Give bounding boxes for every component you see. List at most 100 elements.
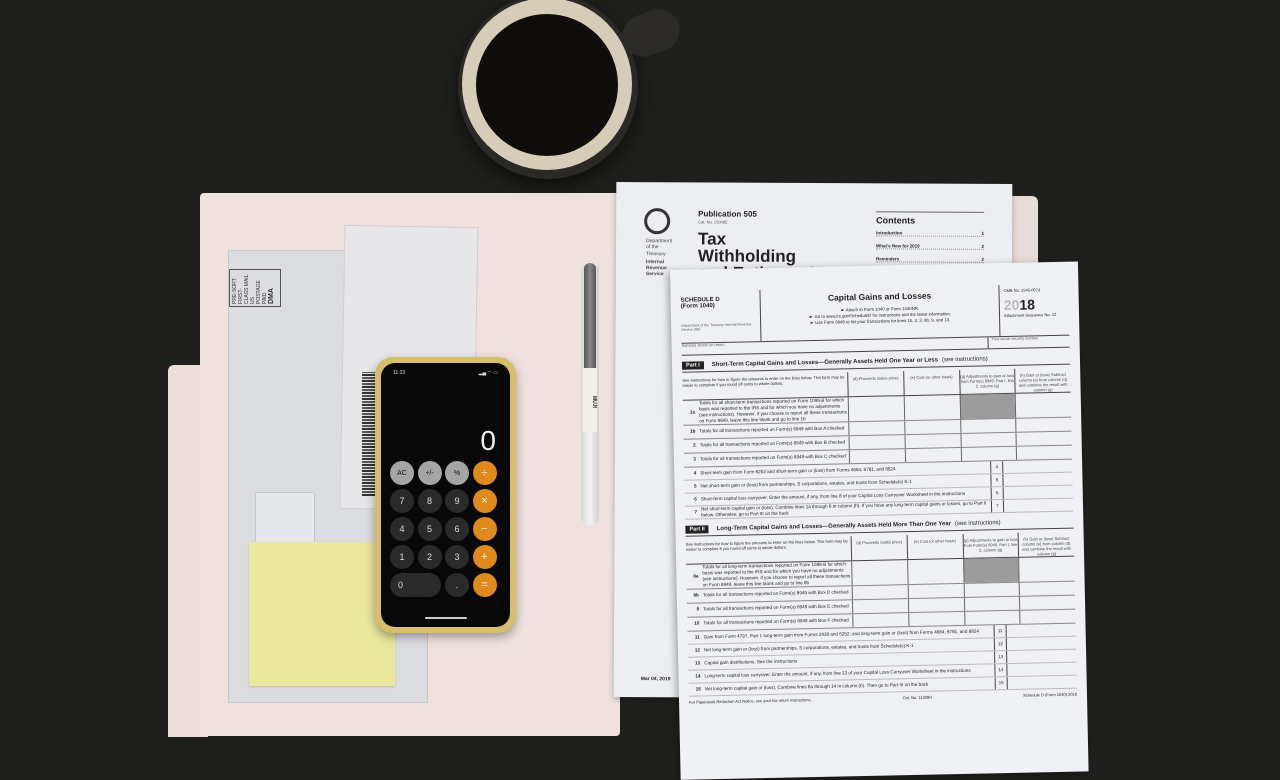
amount-cell[interactable] [960, 447, 1016, 461]
amount-cell[interactable] [960, 419, 1016, 433]
amount-cell[interactable] [1019, 609, 1075, 623]
amount-cell[interactable] [1018, 556, 1074, 581]
amount-cell[interactable] [908, 598, 964, 612]
key-7[interactable]: 7 [390, 489, 414, 513]
amount-cell[interactable] [905, 448, 961, 462]
key-multiply[interactable]: × [473, 489, 497, 513]
schedule-d-form: SCHEDULE D(Form 1040)Department of the T… [670, 261, 1089, 779]
amount-field[interactable] [1006, 636, 1076, 649]
footer-form: Schedule D (Form 1040) 2018 [1023, 691, 1077, 697]
key-2[interactable]: 2 [418, 545, 442, 569]
line-number: 10 [687, 621, 703, 627]
amount-cell[interactable] [1015, 418, 1071, 432]
part-see: (see instructions) [955, 520, 1001, 527]
ssn-field[interactable]: Your social security number [987, 336, 1069, 349]
line-text: Totals for all transactions reported on … [703, 590, 852, 599]
amount-cell[interactable] [852, 599, 908, 613]
amount-cell[interactable] [907, 559, 963, 584]
key-8[interactable]: 8 [418, 489, 442, 513]
calculator-keypad: AC +/- % ÷ 7 8 9 × 4 5 6 − 1 2 3 + 0 . = [390, 461, 497, 597]
form-dept: Department of the Treasury Internal Reve… [681, 322, 760, 332]
amount-cell[interactable] [1016, 445, 1072, 459]
amount-cell[interactable] [964, 611, 1020, 625]
amount-field[interactable] [1003, 498, 1073, 511]
key-5[interactable]: 5 [418, 517, 442, 541]
amount-cell[interactable] [1015, 393, 1071, 418]
key-decimal[interactable]: . [445, 573, 469, 597]
line-number: 13 [688, 660, 704, 666]
amount-cell[interactable] [963, 597, 1019, 611]
calculator-display: 0 [480, 425, 496, 457]
intro-text: See instructions for how to figure the a… [682, 372, 847, 399]
amount-cell[interactable] [959, 394, 1015, 419]
sticky-note [249, 542, 395, 686]
irs-eagle-logo-icon [644, 208, 670, 234]
footer-notice: For Paperwork Reduction Act Notice, see … [689, 697, 812, 705]
pen-label: MUJI [583, 368, 597, 432]
amount-field[interactable] [1006, 662, 1076, 675]
key-equals[interactable]: = [473, 573, 497, 597]
envelope-window [255, 492, 315, 546]
amount-cell[interactable] [963, 583, 1019, 597]
amount-cell[interactable] [903, 395, 959, 420]
form-title-block: Capital Gains and Losses ► Attach to For… [760, 285, 999, 341]
amount-cell[interactable] [907, 584, 963, 598]
key-3[interactable]: 3 [445, 545, 469, 569]
amount-cell[interactable] [849, 449, 905, 463]
pen-cap [584, 263, 596, 373]
amount-cell[interactable] [852, 613, 908, 627]
amount-cell[interactable] [1016, 432, 1072, 446]
amount-cell[interactable] [849, 435, 905, 449]
amount-cell[interactable] [848, 396, 904, 421]
amount-cell[interactable] [848, 421, 904, 435]
amount-cell[interactable] [904, 420, 960, 434]
amount-cell[interactable] [960, 433, 1016, 447]
line-text: Totals for all transactions reported on … [703, 618, 852, 627]
amount-field[interactable] [1002, 472, 1072, 485]
amount-cell[interactable] [1019, 581, 1075, 595]
amount-cell[interactable] [908, 612, 964, 626]
year-suffix: 18 [1019, 296, 1035, 312]
key-add[interactable]: + [473, 545, 497, 569]
amount-cell[interactable] [1019, 595, 1075, 609]
line-number: 9 [687, 607, 703, 613]
key-clear[interactable]: AC [390, 461, 414, 485]
key-divide[interactable]: ÷ [473, 461, 497, 485]
form-header: SCHEDULE D(Form 1040)Department of the T… [680, 284, 1069, 344]
publication-number: Publication 505 [698, 209, 757, 218]
amount-field[interactable] [1006, 623, 1076, 636]
key-subtract[interactable]: − [473, 517, 497, 541]
line-box-number: 4 [990, 461, 1002, 473]
line-number: 12 [688, 647, 704, 653]
line-number: 8b [687, 593, 703, 599]
key-9[interactable]: 9 [445, 489, 469, 513]
key-1[interactable]: 1 [390, 545, 414, 569]
amount-field[interactable] [1006, 649, 1076, 662]
amount-field[interactable] [1007, 675, 1077, 688]
calculator-screen: 11:23 ▂▄ ◠ ▭ 0 AC +/- % ÷ 7 8 9 × 4 5 6 … [381, 363, 510, 627]
line-box-number: 14 [994, 664, 1006, 676]
toc-page: 1 [982, 231, 985, 236]
key-6[interactable]: 6 [445, 517, 469, 541]
amount-field[interactable] [1003, 485, 1073, 498]
key-sign[interactable]: +/- [418, 461, 442, 485]
key-0[interactable]: 0 [390, 573, 441, 597]
amount-cell[interactable] [963, 558, 1019, 583]
column-header: (e) Cost (or other basis) [903, 370, 959, 395]
amount-cell[interactable] [904, 434, 960, 448]
line-text: Totals for all short-term transactions r… [699, 397, 848, 424]
line-number: 14 [688, 673, 704, 679]
amount-cell[interactable] [851, 560, 907, 585]
line-number: 1a [683, 409, 699, 415]
amount-cell[interactable] [852, 585, 908, 599]
key-4[interactable]: 4 [390, 517, 414, 541]
amount-field[interactable] [1002, 459, 1072, 472]
key-percent[interactable]: % [445, 461, 469, 485]
line-text: Net long-term capital gain or (loss). Co… [705, 680, 995, 692]
publication-date: Mar 04, 2019 [641, 676, 671, 682]
